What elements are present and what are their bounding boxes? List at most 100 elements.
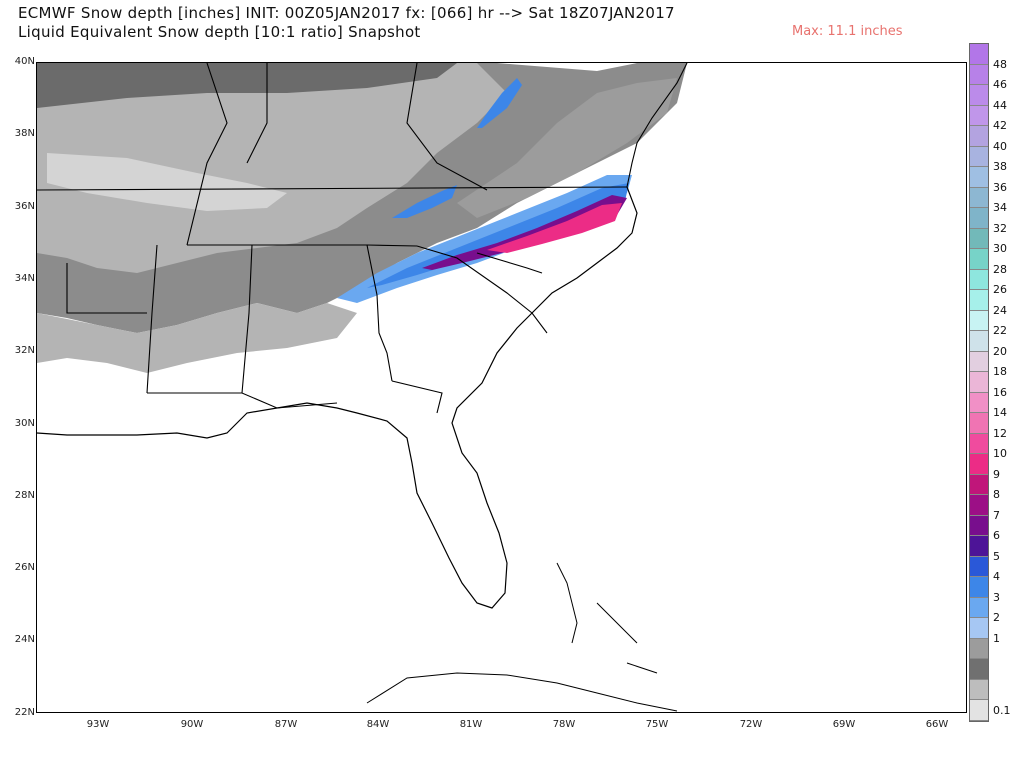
snow-patch-blue-va [477,78,522,128]
bahamas-outline [556,562,658,674]
color-scale-swatch [970,556,988,578]
snow-band-mid-blue [367,183,629,288]
color-scale-swatch [970,577,988,598]
color-scale-label: 24 [993,303,1007,317]
state-boundaries [37,63,628,414]
color-scale-label: 16 [993,385,1007,399]
snow-field-light [37,63,507,273]
color-scale-swatch [970,659,988,680]
snow-field-appalachian [457,78,677,218]
snow-field-darkest [37,63,457,108]
color-scale-label: 48 [993,57,1007,71]
snow-band-magenta [487,203,622,253]
color-scale-label: 20 [993,344,1007,358]
color-scale-swatch [970,536,988,557]
color-scale-swatch [970,249,988,270]
lon-label: 66W [925,719,949,730]
lon-label: 69W [832,719,856,730]
color-scale-label: 42 [993,119,1007,133]
color-scale-label: 26 [993,283,1007,297]
color-scale-label: 22 [993,324,1007,338]
color-scale-label: 10 [993,447,1007,461]
lat-label: 26N [14,562,35,573]
color-scale-label: 38 [993,160,1007,174]
color-scale-swatch [970,269,988,291]
color-scale-swatch [970,146,988,168]
color-scale-swatch [970,64,988,85]
color-scale-swatch [970,310,988,332]
color-scale-swatch [970,372,988,393]
map-title: ECMWF Snow depth [inches] INIT: 00Z05JAN… [18,4,675,22]
color-scale-label: 12 [993,426,1007,440]
color-scale-label: 18 [993,365,1007,379]
color-scale-swatch [970,597,988,619]
color-scale-label: 2 [993,611,1000,625]
color-scale-swatch [970,433,988,455]
lon-label: 93W [86,719,110,730]
lon-label: 81W [459,719,483,730]
lon-label: 90W [180,719,204,730]
color-scale-label: 4 [993,570,1000,584]
color-scale-label: 30 [993,242,1007,256]
snow-field-lower-gray [37,303,357,373]
color-scale-label: 32 [993,221,1007,235]
lat-label: 24N [14,634,35,645]
color-scale-swatch [970,700,988,721]
color-scale-swatch [970,454,988,475]
lon-label: 72W [739,719,763,730]
color-scale-label: 6 [993,529,1000,543]
lat-label: 32N [14,345,35,356]
lon-label: 87W [274,719,298,730]
lat-label: 28N [14,490,35,501]
color-scale-bar [969,43,989,722]
color-scale-swatch [970,331,988,352]
color-scale-label: 5 [993,549,1000,563]
color-scale-label: 1 [993,631,1000,645]
color-scale-label: 28 [993,262,1007,276]
color-scale-swatch [970,228,988,250]
color-scale-label: 44 [993,98,1007,112]
lon-label: 75W [645,719,669,730]
color-scale-swatch [970,392,988,414]
color-scale-swatch [970,413,988,434]
color-scale-swatch [970,167,988,188]
color-scale-label: 40 [993,139,1007,153]
color-scale-swatch [970,44,988,65]
color-scale-swatch [970,208,988,229]
color-scale-swatch [970,105,988,127]
color-scale-label: 0.1 [993,703,1011,717]
color-scale-label: 34 [993,201,1007,215]
lat-label: 40N [14,56,35,67]
lon-label: 78W [552,719,576,730]
lat-label: 34N [14,273,35,284]
color-scale-label: 3 [993,590,1000,604]
snow-field-pale [47,153,287,211]
snow-depth-map [36,62,967,713]
lat-label: 38N [14,128,35,139]
coastline-mid-atlantic [626,63,688,188]
color-scale-swatch [970,474,988,496]
map-canvas [37,63,688,712]
cuba-outline [366,672,678,712]
max-value-label: Max: 11.1 inches [792,24,903,39]
snow-patch-blue-wnc [392,185,457,218]
color-scale-label: 46 [993,78,1007,92]
color-scale-swatch [970,679,988,701]
lat-label: 36N [14,201,35,212]
color-scale-label: 36 [993,180,1007,194]
color-scale-swatch [970,126,988,147]
color-scale-swatch [970,638,988,660]
color-scale-label: 14 [993,406,1007,420]
lat-label: 30N [14,418,35,429]
color-scale-swatch [970,515,988,537]
map-subtitle: Liquid Equivalent Snow depth [10:1 ratio… [18,23,421,41]
snow-band-purple [422,195,627,270]
lon-label: 84W [366,719,390,730]
color-scale-swatch [970,187,988,209]
color-scale-label: 8 [993,488,1000,502]
color-scale-label: 9 [993,467,1000,481]
color-scale-swatch [970,290,988,311]
coastline [37,186,638,609]
color-scale-swatch [970,618,988,639]
color-scale-swatch [970,351,988,373]
